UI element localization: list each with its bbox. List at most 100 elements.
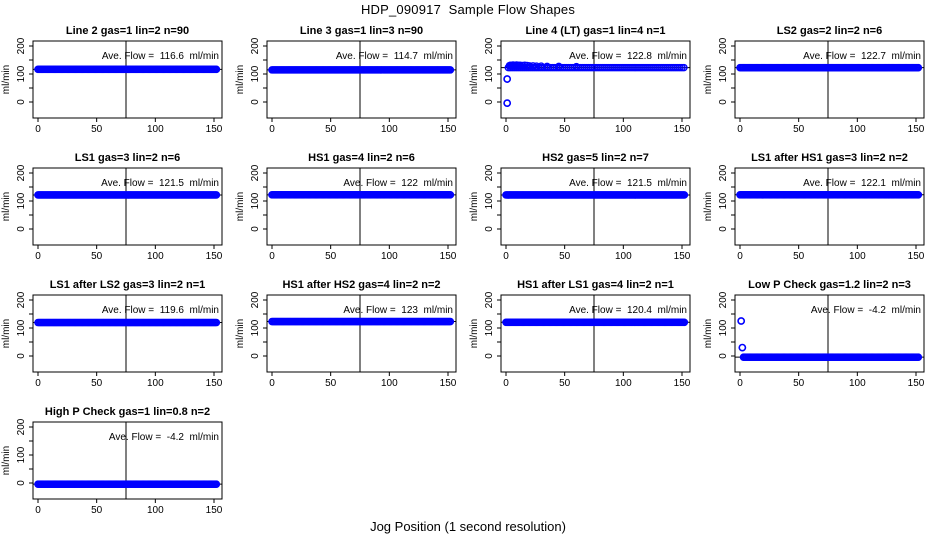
extra-point [555,62,563,71]
y-tick-label: 100 [718,65,729,82]
panel-y-axis-label: ml/min [235,319,246,348]
y-tick-label: 100 [250,65,261,82]
y-tick-label: 200 [718,291,729,308]
panel-y-axis-label: ml/min [1,446,12,475]
x-tick-label: 50 [325,378,337,389]
x-tick-label: 0 [35,124,41,135]
x-tick-label: 150 [674,378,691,389]
flow-panel-canvas: High P Check gas=1 lin=0.8 n=2 0 50 100 150 0… [1,406,223,516]
x-tick-label: 100 [147,124,164,135]
x-tick-label: 100 [381,378,398,389]
x-tick-label: 150 [908,251,925,262]
data-band [739,353,923,361]
y-tick-label: 100 [718,192,729,209]
y-tick-label: 200 [718,37,729,54]
panel-y-axis-label: ml/min [1,192,12,221]
y-tick-label: 0 [16,226,27,232]
y-tick-label: 200 [484,291,495,308]
x-tick-label: 150 [206,124,223,135]
flow-panel-canvas: Line 4 (LT) gas=1 lin=4 n=1 0 50 100 150 0 100… [469,25,691,135]
y-tick-label: 100 [484,65,495,82]
data-band [268,317,455,326]
y-tick-label: 200 [718,164,729,181]
y-tick-label: 0 [16,480,27,486]
plot-box [32,167,223,246]
x-tick-label: 50 [559,378,571,389]
data-band [268,191,455,199]
panel-y-axis-label: ml/min [703,65,714,94]
y-tick-label: 0 [250,226,261,232]
x-tick-label: 0 [503,124,509,135]
y-tick-label: 200 [250,164,261,181]
data-band [34,65,221,74]
data-band [34,318,221,327]
flow-panel-canvas: LS2 gas=2 lin=2 n=6 0 50 100 150 0 100 200 ml/mi… [703,25,925,135]
outlier-point [737,317,746,325]
y-tick-label: 100 [16,319,27,336]
plot-box [734,40,925,119]
y-tick-label: 0 [484,226,495,232]
y-tick-label: 0 [718,353,729,359]
panel-title: LS1 gas=3 lin=2 n=6 [75,152,180,164]
flow-panel: Line 4 (LT) gas=1 lin=4 n=1 0 50 100 150 0 100… [468,19,702,146]
x-tick-label: 0 [737,251,743,262]
y-tick-label: 200 [250,37,261,54]
plot-box [500,40,691,119]
x-tick-label: 0 [269,378,275,389]
flow-panel-canvas: Low P Check gas=1.2 lin=2 n=3 0 50 100 150 0 1… [703,279,925,389]
flow-panel: High P Check gas=1 lin=0.8 n=2 0 50 100 150 0… [0,400,234,527]
x-tick-label: 0 [503,251,509,262]
outlier-point [503,75,512,83]
extra-point [543,62,551,71]
x-tick-label: 150 [908,378,925,389]
data-band [34,480,221,488]
plot-box [500,294,691,373]
y-tick-label: 200 [250,291,261,308]
x-tick-label: 150 [206,505,223,516]
x-tick-label: 100 [381,251,398,262]
plot-box [734,167,925,246]
x-tick-label: 100 [147,378,164,389]
y-tick-label: 200 [16,164,27,181]
panel-title: LS1 after LS2 gas=3 lin=2 n=1 [50,279,206,291]
plot-box [734,294,925,373]
x-tick-label: 50 [325,251,337,262]
panel-title: HS1 after HS2 gas=4 lin=2 n=2 [282,279,440,291]
flow-panel: HS1 after HS2 gas=4 lin=2 n=2 0 50 100 150 0 1… [234,273,468,400]
ave-flow-annotation: Ave. Flow = 121.5 ml/min [569,178,687,189]
outlier-point [738,343,747,352]
ave-flow-annotation: Ave. Flow = 122 ml/min [343,178,453,189]
plot-box [266,40,457,119]
panel-title: Line 2 gas=1 lin=2 n=90 [66,25,189,37]
x-tick-label: 0 [737,124,743,135]
x-tick-label: 150 [440,378,457,389]
panel-title: LS1 after HS1 gas=3 lin=2 n=2 [751,152,908,164]
panel-y-axis-label: ml/min [235,192,246,221]
x-tick-label: 0 [35,251,41,262]
x-tick-label: 0 [35,378,41,389]
flow-panel-canvas: Line 2 gas=1 lin=2 n=90 0 50 100 150 0 100 200 m… [1,25,223,135]
flow-panel-canvas: LS1 after HS1 gas=3 lin=2 n=2 0 50 100 150 0 1… [703,152,925,262]
y-tick-label: 200 [16,291,27,308]
ave-flow-annotation: Ave. Flow = 121.5 ml/min [101,178,219,189]
extra-point [525,62,534,70]
y-tick-label: 100 [16,192,27,209]
flow-panel: Line 3 gas=1 lin=3 n=90 0 50 100 150 0 100 200 m… [234,19,468,146]
y-tick-label: 0 [250,353,261,359]
data-band [268,66,455,74]
x-tick-label: 100 [615,124,632,135]
x-tick-label: 0 [35,505,41,516]
y-tick-label: 200 [16,37,27,54]
panel-y-axis-label: ml/min [1,65,12,94]
panel-y-axis-label: ml/min [703,319,714,348]
x-tick-label: 150 [206,251,223,262]
flow-panel-canvas: LS1 gas=3 lin=2 n=6 0 50 100 150 0 100 200 ml/mi… [1,152,223,262]
flow-panel-canvas: HS1 gas=4 lin=2 n=6 0 50 100 150 0 100 200 ml/mi… [235,152,457,262]
panel-y-axis-label: ml/min [469,319,480,348]
x-tick-label: 0 [269,124,275,135]
y-tick-label: 100 [250,319,261,336]
ave-flow-annotation: Ave. Flow = 119.6 ml/min [102,305,219,316]
data-band [502,191,689,199]
data-band [502,318,689,327]
x-tick-label: 50 [91,251,103,262]
